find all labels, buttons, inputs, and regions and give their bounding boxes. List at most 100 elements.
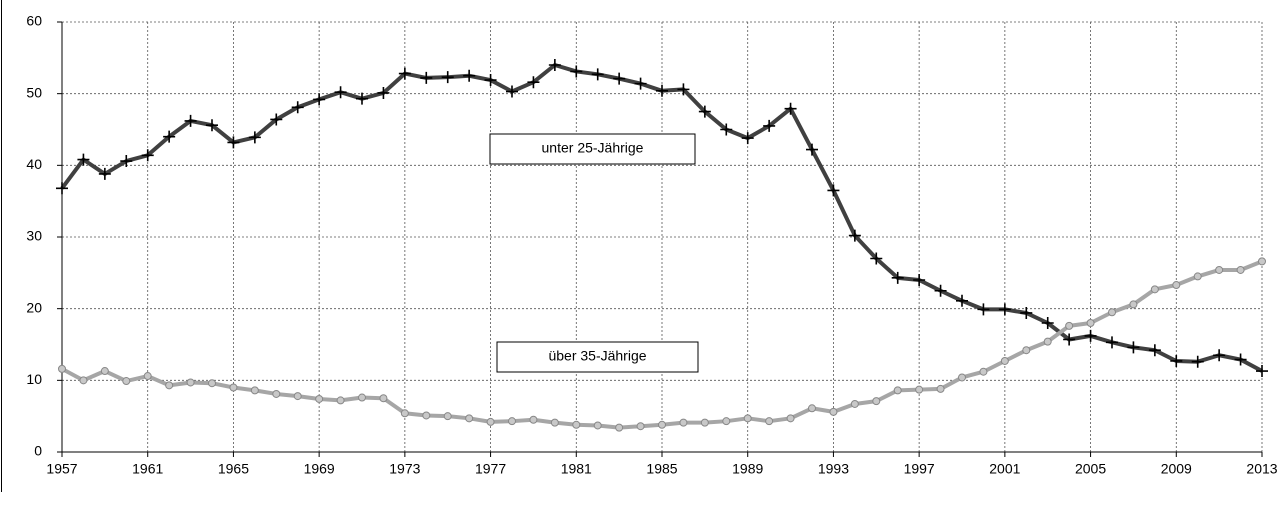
marker — [763, 119, 776, 132]
marker — [570, 65, 583, 78]
marker — [291, 101, 304, 114]
marker — [208, 379, 216, 388]
x-tick-label: 1981 — [561, 461, 592, 477]
marker — [700, 418, 709, 427]
marker — [827, 184, 840, 197]
marker — [698, 105, 711, 118]
marker — [465, 414, 474, 423]
marker — [1041, 317, 1054, 329]
marker — [293, 392, 302, 401]
marker — [979, 367, 988, 376]
marker — [636, 422, 645, 431]
marker — [1148, 344, 1161, 357]
marker — [998, 303, 1011, 316]
marker — [529, 415, 538, 424]
marker — [508, 417, 516, 426]
marker — [270, 113, 283, 126]
y-tick-label: 0 — [34, 443, 42, 459]
marker — [593, 421, 602, 430]
marker — [186, 378, 195, 387]
marker — [613, 72, 626, 85]
marker — [98, 167, 111, 180]
marker — [1129, 300, 1138, 309]
marker — [120, 155, 133, 168]
marker — [79, 376, 88, 385]
marker — [808, 404, 816, 413]
marker — [206, 119, 218, 132]
x-tick-label: 1961 — [132, 461, 163, 477]
marker — [313, 93, 326, 106]
marker — [398, 67, 411, 80]
x-tick-label: 1997 — [904, 461, 935, 477]
marker — [1000, 356, 1009, 365]
marker — [1172, 281, 1181, 290]
marker — [1065, 321, 1074, 330]
marker — [422, 411, 431, 420]
marker — [548, 59, 561, 71]
marker — [1022, 346, 1031, 355]
marker — [420, 71, 433, 84]
marker — [720, 123, 733, 136]
marker — [679, 418, 688, 427]
marker — [356, 92, 368, 105]
marker — [1127, 341, 1140, 354]
marker — [550, 418, 559, 427]
marker — [56, 182, 68, 195]
marker — [786, 414, 795, 423]
marker — [1106, 336, 1118, 349]
marker — [486, 417, 495, 426]
marker — [765, 417, 774, 426]
marker — [1193, 272, 1202, 281]
marker — [184, 114, 197, 127]
marker — [848, 229, 861, 242]
marker — [784, 102, 797, 115]
marker — [58, 364, 66, 373]
marker — [915, 385, 924, 394]
y-tick-label: 20 — [26, 299, 42, 315]
marker — [956, 294, 968, 307]
marker — [1063, 333, 1076, 346]
x-tick-label: 1965 — [218, 461, 249, 477]
marker — [1150, 285, 1159, 294]
series-label: unter 25-Jährige — [542, 140, 644, 156]
marker — [506, 85, 518, 98]
marker — [658, 420, 666, 429]
x-tick-label: 1985 — [646, 461, 677, 477]
marker — [1170, 354, 1183, 367]
marker — [936, 384, 945, 393]
marker — [591, 68, 604, 81]
marker — [806, 143, 818, 156]
marker — [527, 76, 540, 89]
marker — [977, 303, 990, 316]
series-label: über 35-Jährige — [548, 348, 646, 364]
marker — [829, 407, 838, 416]
x-tick-label: 1977 — [475, 461, 506, 477]
marker — [677, 83, 690, 96]
x-tick-label: 1957 — [46, 461, 77, 477]
marker — [250, 386, 259, 395]
marker — [913, 274, 926, 286]
y-tick-label: 30 — [26, 228, 42, 244]
marker — [1043, 337, 1052, 346]
marker — [1258, 257, 1266, 266]
x-tick-label: 1993 — [818, 461, 849, 477]
y-tick-label: 60 — [26, 13, 42, 29]
marker — [741, 132, 754, 145]
marker — [1084, 329, 1097, 342]
series-label-box — [496, 341, 699, 373]
marker — [163, 130, 176, 143]
marker — [143, 372, 152, 381]
marker — [743, 414, 752, 423]
marker — [334, 86, 347, 99]
marker — [958, 373, 966, 382]
marker — [248, 131, 261, 144]
marker — [165, 381, 174, 390]
marker — [1215, 265, 1224, 274]
marker — [1236, 265, 1245, 274]
marker — [722, 417, 731, 426]
marker — [891, 271, 904, 284]
marker — [870, 252, 883, 265]
marker — [377, 86, 390, 99]
marker — [463, 69, 476, 82]
